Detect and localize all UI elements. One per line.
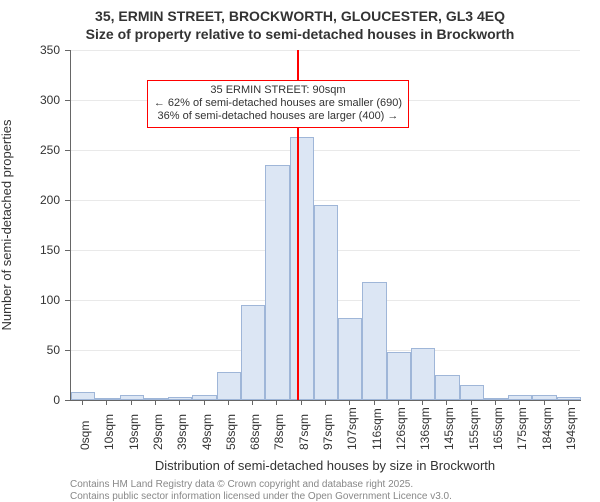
x-tick-label: 145sqm bbox=[442, 407, 456, 450]
y-tick-mark bbox=[65, 250, 70, 251]
y-tick-mark bbox=[65, 200, 70, 201]
x-tick-label: 126sqm bbox=[394, 407, 408, 450]
x-tick-mark bbox=[325, 400, 326, 405]
y-axis-label: Number of semi-detached properties bbox=[0, 120, 14, 331]
x-tick-label: 0sqm bbox=[78, 420, 92, 449]
y-tick-mark bbox=[65, 300, 70, 301]
x-tick-label: 184sqm bbox=[540, 407, 554, 450]
x-tick-label: 107sqm bbox=[345, 407, 359, 450]
histogram-bar bbox=[217, 372, 241, 400]
histogram-bar bbox=[241, 305, 265, 400]
x-tick-mark bbox=[495, 400, 496, 405]
histogram-bar bbox=[314, 205, 338, 400]
annotation-line-1: 35 ERMIN STREET: 90sqm bbox=[154, 84, 402, 97]
x-tick-label: 155sqm bbox=[467, 407, 481, 450]
title-line-1: 35, ERMIN STREET, BROCKWORTH, GLOUCESTER… bbox=[0, 8, 600, 24]
chart-container: 35, ERMIN STREET, BROCKWORTH, GLOUCESTER… bbox=[0, 0, 600, 500]
y-tick-mark bbox=[65, 350, 70, 351]
histogram-bar bbox=[192, 395, 216, 400]
x-tick-mark bbox=[398, 400, 399, 405]
plot-area: 35 ERMIN STREET: 90sqm ← 62% of semi-det… bbox=[70, 50, 581, 401]
x-tick-mark bbox=[471, 400, 472, 405]
annotation-box: 35 ERMIN STREET: 90sqm ← 62% of semi-det… bbox=[147, 80, 409, 128]
x-tick-mark bbox=[446, 400, 447, 405]
histogram-bar bbox=[71, 392, 95, 400]
y-tick-label: 0 bbox=[0, 393, 60, 407]
x-tick-label: 58sqm bbox=[224, 414, 238, 450]
histogram-bar bbox=[557, 397, 581, 400]
x-tick-mark bbox=[544, 400, 545, 405]
footer-line-2: Contains public sector information licen… bbox=[70, 491, 452, 502]
x-tick-mark bbox=[568, 400, 569, 405]
x-tick-label: 87sqm bbox=[297, 414, 311, 450]
y-tick-label: 300 bbox=[0, 93, 60, 107]
x-tick-mark bbox=[131, 400, 132, 405]
x-tick-mark bbox=[179, 400, 180, 405]
x-tick-label: 49sqm bbox=[200, 414, 214, 450]
x-tick-label: 29sqm bbox=[151, 414, 165, 450]
x-tick-label: 19sqm bbox=[127, 414, 141, 450]
x-tick-mark bbox=[155, 400, 156, 405]
x-tick-label: 97sqm bbox=[321, 414, 335, 450]
histogram-bar bbox=[290, 137, 314, 400]
footer-line-1: Contains HM Land Registry data © Crown c… bbox=[70, 479, 413, 490]
histogram-bar bbox=[411, 348, 435, 400]
y-tick-mark bbox=[65, 100, 70, 101]
x-tick-mark bbox=[204, 400, 205, 405]
x-tick-label: 68sqm bbox=[248, 414, 262, 450]
histogram-bar bbox=[508, 395, 532, 400]
x-tick-label: 78sqm bbox=[272, 414, 286, 450]
x-tick-mark bbox=[82, 400, 83, 405]
x-tick-mark bbox=[519, 400, 520, 405]
x-tick-mark bbox=[374, 400, 375, 405]
x-tick-mark bbox=[301, 400, 302, 405]
x-tick-label: 175sqm bbox=[515, 407, 529, 450]
histogram-bar bbox=[435, 375, 459, 400]
x-tick-label: 194sqm bbox=[564, 407, 578, 450]
x-axis-label: Distribution of semi-detached houses by … bbox=[70, 458, 580, 473]
histogram-bar bbox=[362, 282, 386, 400]
x-tick-label: 10sqm bbox=[102, 414, 116, 450]
y-tick-label: 50 bbox=[0, 343, 60, 357]
histogram-bar bbox=[532, 395, 556, 400]
annotation-line-2: ← 62% of semi-detached houses are smalle… bbox=[154, 97, 402, 110]
x-tick-label: 165sqm bbox=[491, 407, 505, 450]
histogram-bar bbox=[95, 398, 119, 400]
y-tick-mark bbox=[65, 150, 70, 151]
x-tick-label: 136sqm bbox=[418, 407, 432, 450]
x-tick-mark bbox=[106, 400, 107, 405]
histogram-bar bbox=[265, 165, 289, 400]
x-tick-mark bbox=[422, 400, 423, 405]
y-tick-mark bbox=[65, 400, 70, 401]
histogram-bar bbox=[460, 385, 484, 400]
histogram-bar bbox=[120, 395, 144, 400]
histogram-bar bbox=[338, 318, 362, 400]
y-tick-label: 350 bbox=[0, 43, 60, 57]
x-tick-mark bbox=[349, 400, 350, 405]
x-tick-label: 116sqm bbox=[370, 408, 384, 450]
annotation-line-3: 36% of semi-detached houses are larger (… bbox=[154, 110, 402, 123]
x-tick-mark bbox=[228, 400, 229, 405]
x-tick-mark bbox=[276, 400, 277, 405]
histogram-bar bbox=[168, 397, 192, 400]
y-tick-mark bbox=[65, 50, 70, 51]
x-tick-label: 39sqm bbox=[175, 414, 189, 450]
histogram-bar bbox=[387, 352, 411, 400]
title-line-2: Size of property relative to semi-detach… bbox=[0, 26, 600, 42]
x-tick-mark bbox=[252, 400, 253, 405]
